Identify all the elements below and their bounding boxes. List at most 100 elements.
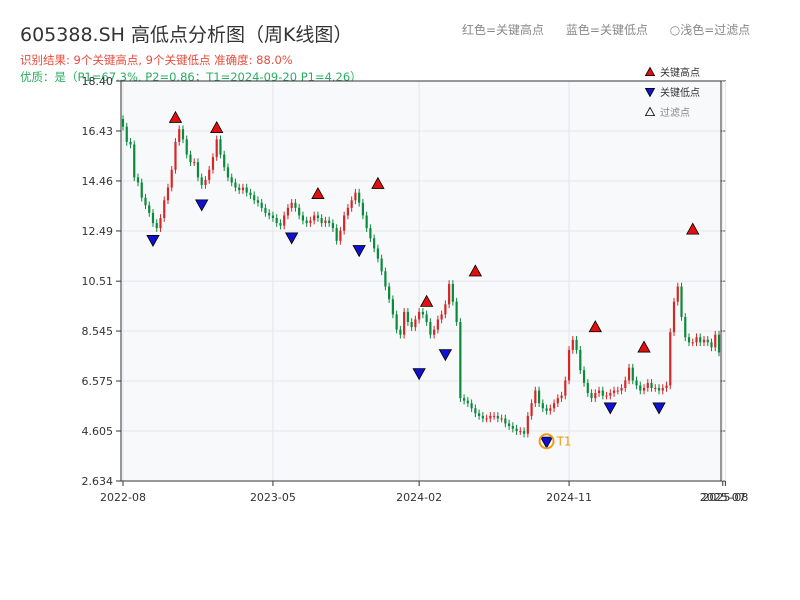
candle-body <box>275 218 278 224</box>
candle-body <box>234 182 237 188</box>
candle-body <box>706 339 709 343</box>
candle-body <box>339 230 342 241</box>
candle-body <box>133 144 136 178</box>
candle-body <box>189 154 192 163</box>
candle-body <box>654 387 657 389</box>
y-tick-label: 12.49 <box>82 225 114 238</box>
candle-body <box>144 197 147 206</box>
candle-body <box>253 195 256 201</box>
candle-body <box>534 390 537 404</box>
candle-body <box>309 220 312 224</box>
candle-body <box>552 403 556 409</box>
candle-body <box>324 220 327 224</box>
legend-label: 过滤点 <box>660 106 690 119</box>
candle-body <box>710 342 713 348</box>
key-low-marker <box>146 235 160 248</box>
candle-body <box>519 431 522 433</box>
plot-frame <box>120 80 722 482</box>
candle-body <box>590 393 593 399</box>
candle-body <box>350 200 353 208</box>
candle-body <box>496 415 499 419</box>
key-high-marker <box>588 320 602 333</box>
candle-body <box>691 342 694 344</box>
candle-body <box>159 218 162 229</box>
candle-body <box>448 283 451 305</box>
x-tick-label: 2023-05 <box>250 491 296 504</box>
candle-body <box>399 329 402 335</box>
key-low-marker <box>195 199 209 212</box>
y-tick-label: 18.40 <box>82 75 114 88</box>
candle-body <box>639 385 642 391</box>
candle-body <box>260 202 263 208</box>
top-legend-low: 蓝色=关键低点 <box>565 23 648 37</box>
candle-body <box>238 187 241 191</box>
candle-body <box>624 380 627 388</box>
candle-body <box>298 207 301 216</box>
candle-body <box>444 304 447 315</box>
candle-body <box>597 390 601 394</box>
candle-body <box>151 212 155 224</box>
candle-body <box>463 398 466 401</box>
candle-body <box>481 415 484 419</box>
key-high-marker <box>637 340 651 353</box>
candle-body <box>684 316 687 338</box>
candle-body <box>369 228 372 239</box>
candle-body <box>373 238 376 249</box>
candle-body <box>241 187 245 191</box>
candle-body <box>455 301 458 323</box>
candle-body <box>346 207 350 216</box>
candle-body <box>316 215 320 219</box>
y-tick-label: 8.545 <box>82 325 114 338</box>
candle-body <box>661 387 664 391</box>
candle-body <box>166 187 170 201</box>
candle-body <box>406 311 409 323</box>
y-tick-label: 16.43 <box>82 125 114 138</box>
candle-body <box>301 215 305 221</box>
candle-body <box>223 154 226 168</box>
candle-body <box>612 390 616 394</box>
candle-body <box>429 322 432 335</box>
key-low-marker <box>284 232 299 245</box>
candle-body <box>642 387 646 391</box>
candle-body <box>358 192 361 203</box>
candle-body <box>489 415 492 419</box>
y-tick-label: 4.605 <box>82 425 114 438</box>
candle-body <box>451 283 454 302</box>
candle-body <box>687 337 691 343</box>
candle-body <box>620 387 623 391</box>
chart-title: 605388.SH 高低点分析图（周K线图） <box>20 24 353 46</box>
x-tick-label: 2025-07 <box>700 491 746 504</box>
candle-body <box>672 301 676 333</box>
key-high-marker <box>210 120 224 134</box>
y-tick-label: 10.51 <box>82 275 114 288</box>
candle-body <box>556 398 559 404</box>
candle-body <box>365 215 368 229</box>
candle-body <box>466 400 469 404</box>
candle-body <box>425 314 428 323</box>
candle-body <box>571 339 574 350</box>
candle-body <box>627 367 631 381</box>
candle-body <box>403 311 406 335</box>
candle-body <box>125 126 128 142</box>
candle-body <box>646 382 649 388</box>
candle-body <box>500 418 503 420</box>
legend-low-marker <box>644 88 656 98</box>
top-legend-filtered: ○浅色=过滤点 <box>669 23 751 37</box>
candle-body <box>256 200 260 203</box>
candles <box>121 115 721 438</box>
candle-body <box>549 408 552 411</box>
key-low-marker <box>438 349 453 362</box>
candle-body <box>155 223 158 229</box>
top-legend: 红色=关键高点 蓝色=关键低点 ○浅色=过滤点 <box>462 21 768 38</box>
candle-body <box>361 202 364 216</box>
candle-body <box>616 390 619 392</box>
candle-body <box>271 215 275 219</box>
key-high-marker <box>686 222 700 235</box>
candle-body <box>384 271 387 287</box>
candle-body <box>485 418 488 420</box>
key-low-marker <box>412 368 426 381</box>
candle-body <box>669 332 672 386</box>
y-tick-label: 14.46 <box>82 175 114 188</box>
